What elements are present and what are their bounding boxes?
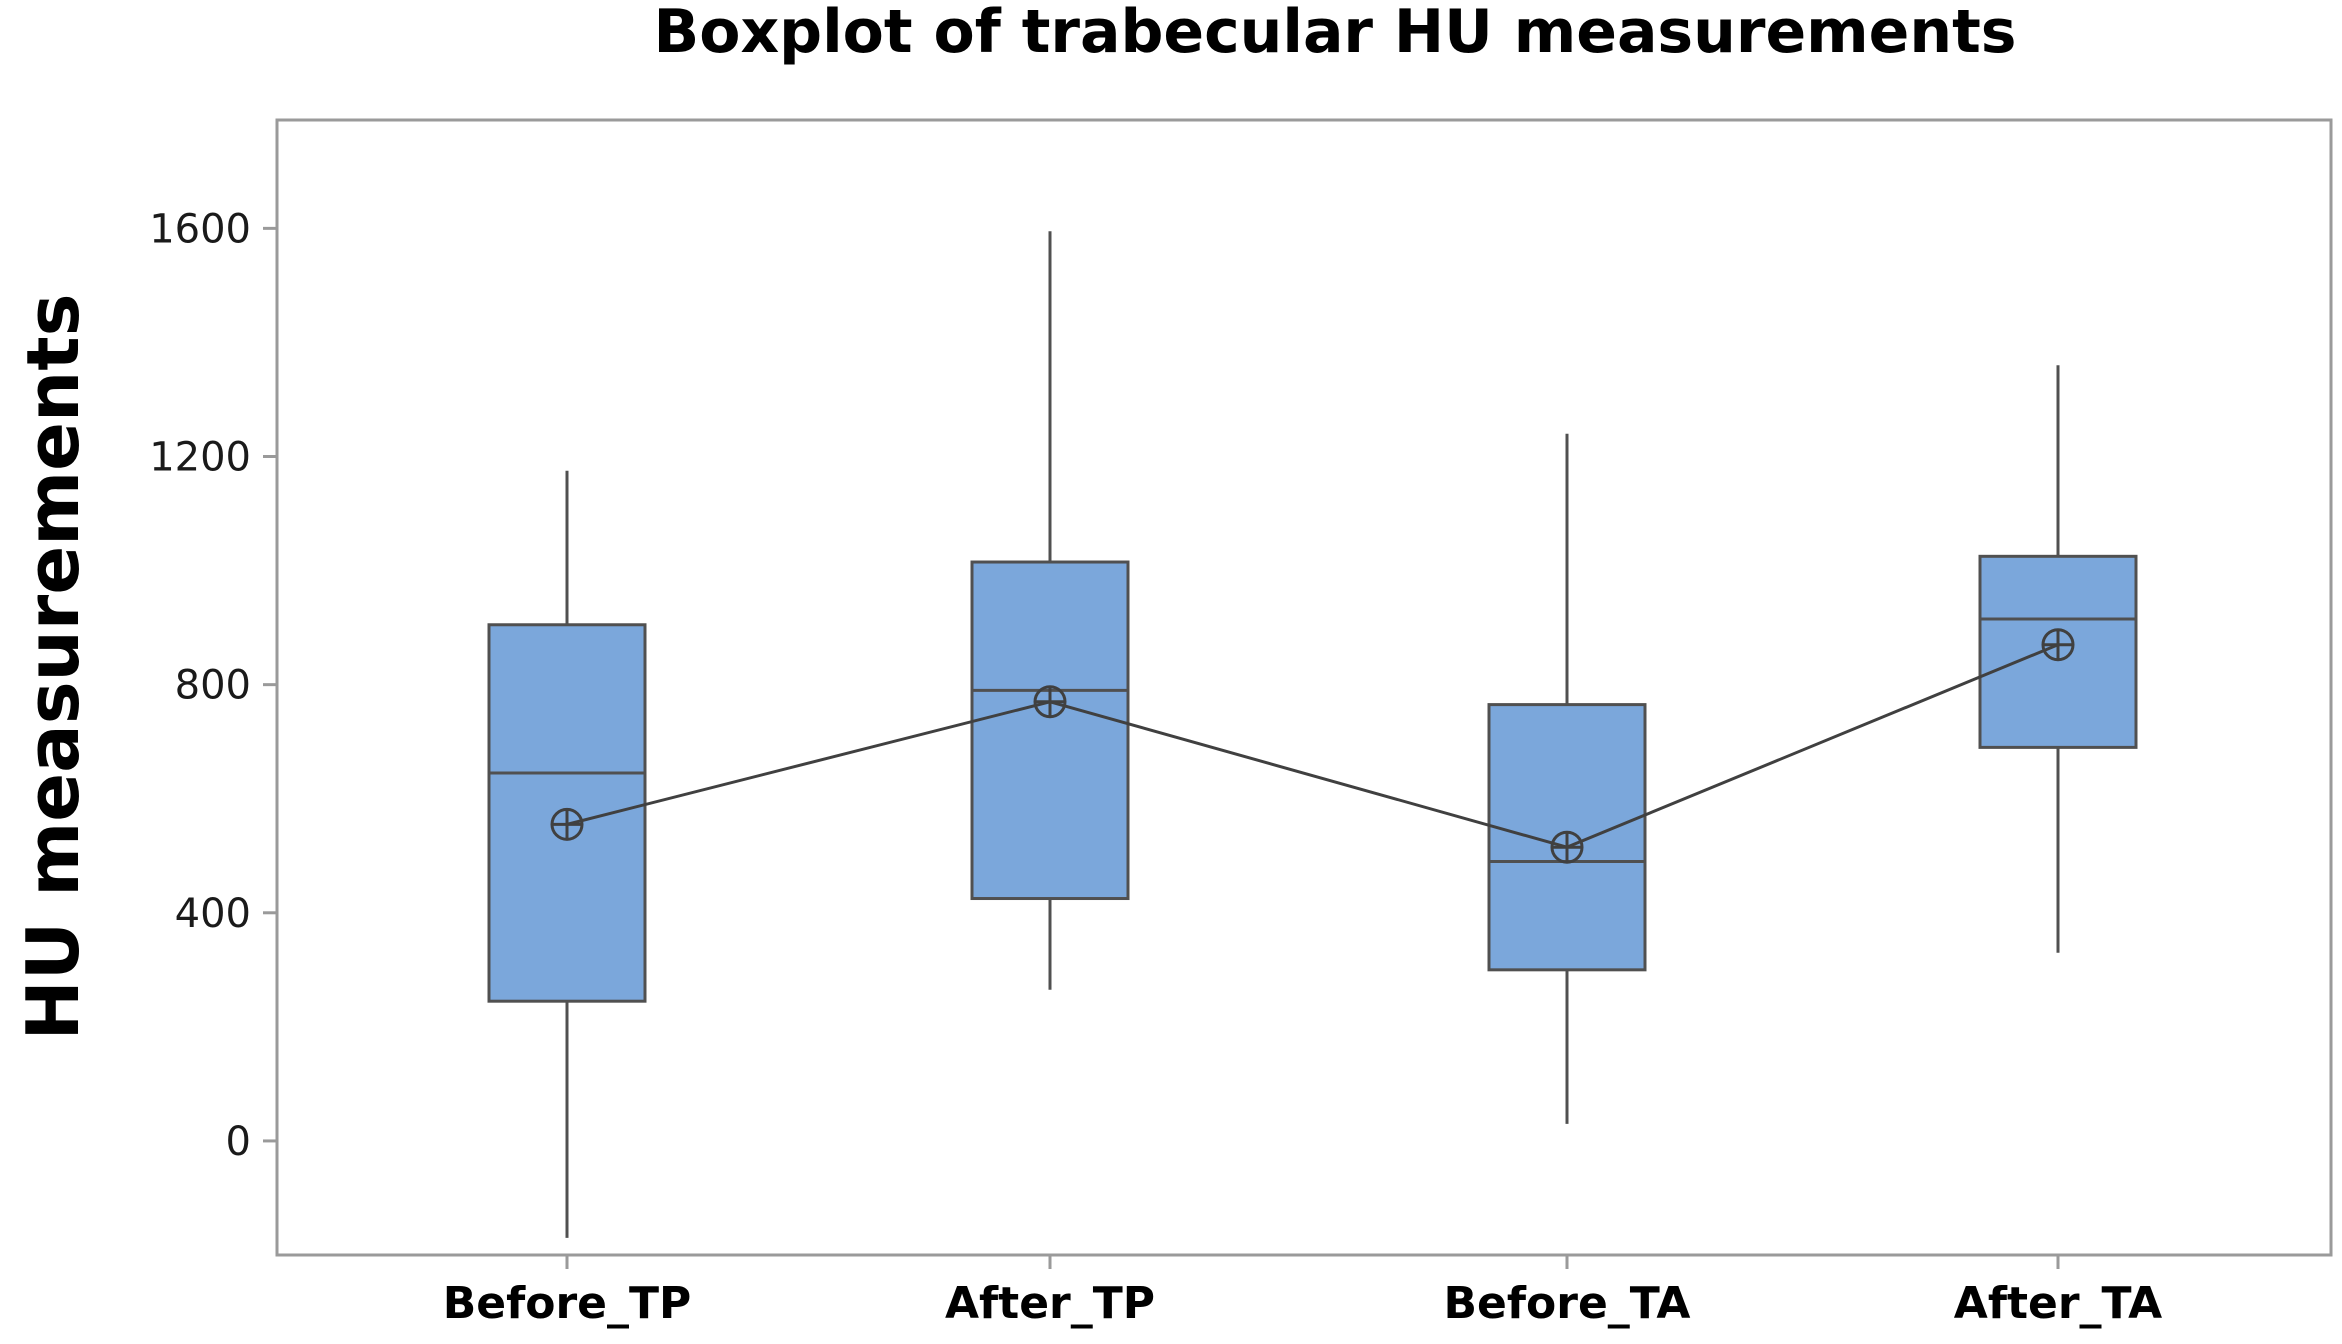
box-body xyxy=(970,560,1130,901)
box-after-tp xyxy=(970,231,1130,990)
y-tick-label: 1600 xyxy=(149,206,251,252)
y-tick-label: 1200 xyxy=(149,435,251,481)
chart-title: Boxplot of trabecular HU measurements xyxy=(654,0,2017,67)
mean-series xyxy=(550,628,2075,864)
x-category-label: After_TA xyxy=(1954,1278,2162,1329)
mean-connect-line xyxy=(566,643,2059,849)
y-axis-label: HU measurements xyxy=(11,293,95,1040)
x-category-label: Before_TP xyxy=(443,1278,692,1329)
x-category-label: After_TP xyxy=(945,1278,1155,1329)
mean-marker xyxy=(1550,830,1584,864)
y-tick-label: 0 xyxy=(226,1119,251,1165)
x-category-label: Before_TA xyxy=(1444,1278,1691,1329)
y-axis-ticks: 0 400 800 1200 1600 xyxy=(149,206,277,1165)
y-tick-label: 800 xyxy=(175,663,251,709)
y-tick-label: 400 xyxy=(175,891,251,937)
mean-marker xyxy=(2041,628,2075,662)
x-axis-ticks: Before_TP After_TP Before_TA After_TA xyxy=(443,1255,2162,1329)
mean-marker xyxy=(550,807,584,841)
mean-marker xyxy=(1033,685,1067,719)
